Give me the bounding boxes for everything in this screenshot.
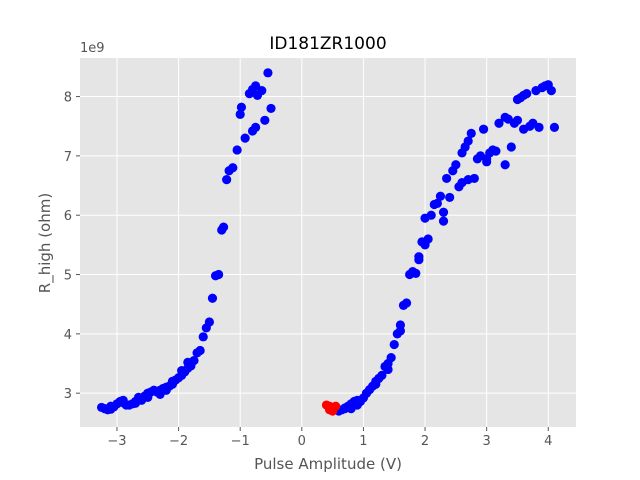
y-tick-label: 6	[64, 209, 72, 224]
data-point	[352, 400, 362, 410]
data-point	[442, 173, 452, 184]
data-point	[482, 154, 492, 164]
data-point	[494, 118, 504, 128]
data-point	[506, 142, 516, 152]
data-point	[236, 102, 247, 112]
chart-title: ID181ZR1000	[269, 34, 386, 54]
data-point	[198, 332, 208, 342]
data-point	[260, 115, 270, 125]
data-point	[207, 293, 218, 303]
data-point	[423, 234, 433, 244]
data-points	[96, 68, 560, 416]
data-point	[324, 401, 335, 411]
x-tick-label: 0	[298, 434, 306, 449]
x-tick-label: 1	[359, 434, 367, 449]
data-point	[420, 213, 430, 223]
data-point	[549, 122, 560, 133]
data-point	[411, 268, 421, 278]
data-point	[389, 339, 399, 350]
data-point	[371, 379, 381, 389]
data-point	[106, 401, 116, 411]
y-tick-label: 8	[64, 91, 72, 106]
data-point	[218, 222, 229, 232]
data-point	[383, 364, 393, 375]
data-point	[401, 298, 412, 308]
data-point	[214, 269, 224, 280]
y-axis-label: R_high (ohm)	[36, 193, 55, 293]
data-point	[500, 160, 510, 170]
data-point	[167, 376, 178, 386]
data-point	[257, 86, 267, 96]
data-point	[183, 357, 193, 367]
data-point	[491, 146, 501, 156]
data-point	[195, 345, 205, 356]
data-point	[438, 216, 449, 226]
y-offset-text: 1e9	[80, 41, 105, 56]
data-point	[263, 68, 273, 78]
y-axis-ticks: 3 4 5 6 7 8	[64, 91, 80, 402]
data-point	[161, 385, 171, 395]
data-point	[118, 395, 128, 405]
data-point	[228, 163, 238, 173]
data-point	[251, 122, 261, 133]
data-point	[519, 124, 529, 134]
data-point	[204, 317, 214, 327]
data-point	[266, 103, 276, 114]
y-tick-label: 5	[64, 269, 72, 284]
data-point	[463, 136, 473, 146]
data-point	[395, 326, 405, 336]
data-point	[451, 160, 461, 170]
data-point	[377, 370, 387, 380]
data-point	[432, 198, 442, 208]
data-point	[222, 175, 232, 185]
data-point	[386, 352, 396, 363]
data-point	[235, 109, 245, 119]
data-point	[232, 145, 242, 155]
x-tick-label: −2	[169, 434, 188, 449]
x-tick-label: −1	[231, 434, 250, 449]
data-point	[534, 122, 544, 133]
x-tick-label: 3	[483, 434, 491, 449]
data-point	[478, 124, 489, 134]
data-point	[445, 192, 455, 203]
data-point	[522, 88, 532, 99]
x-tick-label: 2	[421, 434, 429, 449]
x-tick-label: 4	[544, 434, 552, 449]
data-point	[137, 395, 147, 405]
data-point	[177, 366, 187, 376]
data-point	[546, 86, 556, 96]
data-point	[466, 128, 476, 138]
data-point	[435, 191, 446, 201]
data-point	[414, 252, 424, 262]
data-point	[463, 175, 473, 185]
data-point	[240, 133, 250, 143]
x-tick-label: −3	[107, 434, 126, 449]
data-point	[512, 115, 523, 125]
x-axis-ticks: −3 −2 −1 0 1 2 3 4	[107, 427, 552, 449]
x-axis-label: Pulse Amplitude (V)	[254, 455, 402, 473]
plot-area	[80, 58, 576, 427]
y-tick-label: 4	[64, 328, 72, 343]
y-tick-label: 7	[64, 150, 72, 165]
y-tick-label: 3	[64, 387, 72, 402]
data-point	[438, 207, 449, 217]
